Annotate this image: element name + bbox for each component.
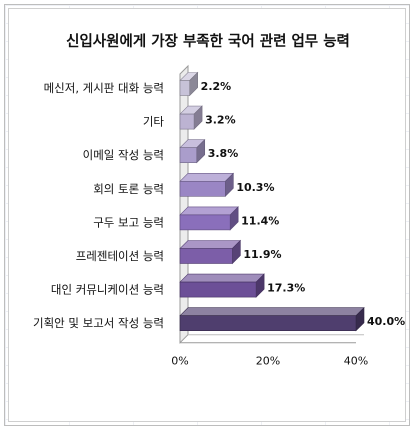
value-label-0: 2.2%	[201, 80, 232, 93]
bar-6	[179, 273, 265, 298]
bar-top-face	[179, 240, 242, 249]
category-label-4: 구두 보고 능력	[93, 215, 164, 229]
value-label-6: 17.3%	[267, 282, 305, 295]
value-labels: 2.2% 3.2% 3.8% 10.3% 11.4% 11.9% 17.3% 40.0%	[201, 80, 405, 328]
x-tick-2: 40%	[344, 355, 368, 368]
bar-front-face	[179, 214, 231, 231]
bar-front-face	[179, 181, 226, 197]
category-label-2: 이메일 작성 능력	[83, 148, 164, 162]
bar-0	[179, 71, 199, 97]
bar-top-face	[179, 307, 365, 317]
category-label-0: 메신저, 게시판 대화 능력	[44, 81, 164, 95]
value-label-3: 10.3%	[236, 181, 274, 194]
bar-3	[179, 172, 235, 198]
category-label-1: 기타	[143, 115, 165, 129]
bar-2	[179, 138, 206, 164]
x-tick-1: 20%	[256, 355, 280, 368]
chart-floor	[179, 64, 364, 344]
bar-front-face	[179, 281, 257, 298]
value-label-4: 11.4%	[241, 214, 279, 227]
bar-top-face	[179, 173, 235, 182]
bar-front-face	[179, 113, 195, 130]
category-label-3: 회의 토론 능력	[93, 182, 164, 196]
value-label-5: 11.9%	[243, 248, 281, 261]
category-label-7: 기획안 및 보고서 작성 능력	[33, 316, 164, 330]
bar-front-face	[179, 248, 233, 264]
x-tick-0: 0%	[171, 355, 188, 368]
value-label-7: 40.0%	[367, 315, 405, 328]
bars-group	[179, 71, 365, 332]
chart-title: 신입사원에게 가장 부족한 국어 관련 업무 능력	[66, 34, 350, 50]
bar-1	[179, 105, 203, 130]
bar-front-face	[179, 80, 190, 96]
x-tick-labels: 0% 20% 40%	[171, 355, 368, 368]
bar-front-face	[179, 315, 357, 332]
bar-top-face	[179, 206, 239, 216]
bar-7	[179, 306, 365, 332]
bar-top-face	[179, 273, 265, 283]
category-label-5: 프레젠테이션 능력	[76, 249, 164, 263]
value-label-2: 3.8%	[208, 147, 239, 160]
bar-5	[179, 239, 242, 265]
category-label-6: 대인 커뮤니케이션 능력	[51, 283, 164, 297]
bar-front-face	[179, 147, 198, 163]
bar-4	[179, 206, 239, 231]
value-label-1: 3.2%	[205, 114, 236, 127]
